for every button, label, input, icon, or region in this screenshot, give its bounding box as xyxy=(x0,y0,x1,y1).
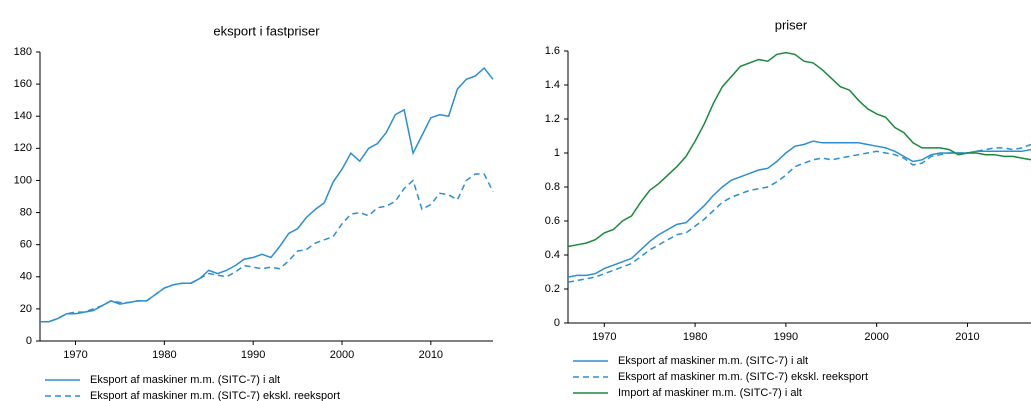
y-tick-label: 20 xyxy=(20,303,32,315)
x-tick-label: 1990 xyxy=(241,349,265,361)
chart-title: priser xyxy=(775,17,808,32)
y-tick-label: 140 xyxy=(14,110,32,122)
y-tick-label: 0 xyxy=(26,335,32,347)
x-tick-label: 2000 xyxy=(330,349,354,361)
y-tick-label: 0.2 xyxy=(545,283,560,295)
y-tick-label: 1 xyxy=(554,147,560,159)
x-tick-label: 1980 xyxy=(683,331,707,343)
y-tick-label: 40 xyxy=(20,271,32,283)
y-tick-label: 1.6 xyxy=(545,45,560,57)
series-line xyxy=(567,143,1031,283)
x-tick-label: 2010 xyxy=(955,331,979,343)
y-tick-label: 180 xyxy=(14,46,32,58)
y-tick-label: 0.6 xyxy=(545,215,560,227)
y-tick-label: 0 xyxy=(554,317,560,329)
y-tick-label: 100 xyxy=(14,174,32,186)
x-tick-label: 1980 xyxy=(152,349,176,361)
y-tick-label: 1.4 xyxy=(545,79,560,91)
legend-label: Import af maskiner m.m. (SITC-7) i alt xyxy=(618,387,802,399)
legend-label: Eksport af maskiner m.m. (SITC-7) i alt xyxy=(90,374,280,386)
x-tick-label: 1970 xyxy=(592,331,616,343)
series-line xyxy=(40,173,494,323)
y-tick-label: 1.2 xyxy=(545,113,560,125)
legend-label: Eksport af maskiner m.m. (SITC-7) i alt xyxy=(618,355,808,367)
x-tick-label: 1970 xyxy=(63,349,87,361)
series-line xyxy=(567,140,1031,278)
y-tick-label: 160 xyxy=(14,78,32,90)
y-tick-label: 0.4 xyxy=(545,249,560,261)
series-line xyxy=(40,66,494,323)
x-tick-label: 2010 xyxy=(419,349,443,361)
legend-label: Eksport af maskiner m.m. (SITC-7) ekskl.… xyxy=(90,390,340,401)
y-tick-label: 120 xyxy=(14,142,32,154)
y-tick-label: 0.8 xyxy=(545,181,560,193)
y-tick-label: 80 xyxy=(20,206,32,218)
x-tick-label: 1990 xyxy=(774,331,798,343)
y-tick-label: 60 xyxy=(20,239,32,251)
chart-title: eksport i fastpriser xyxy=(213,23,320,38)
legend-label: Eksport af maskiner m.m. (SITC-7) ekskl.… xyxy=(618,371,868,383)
x-tick-label: 2000 xyxy=(864,331,888,343)
series-line xyxy=(567,51,1031,248)
